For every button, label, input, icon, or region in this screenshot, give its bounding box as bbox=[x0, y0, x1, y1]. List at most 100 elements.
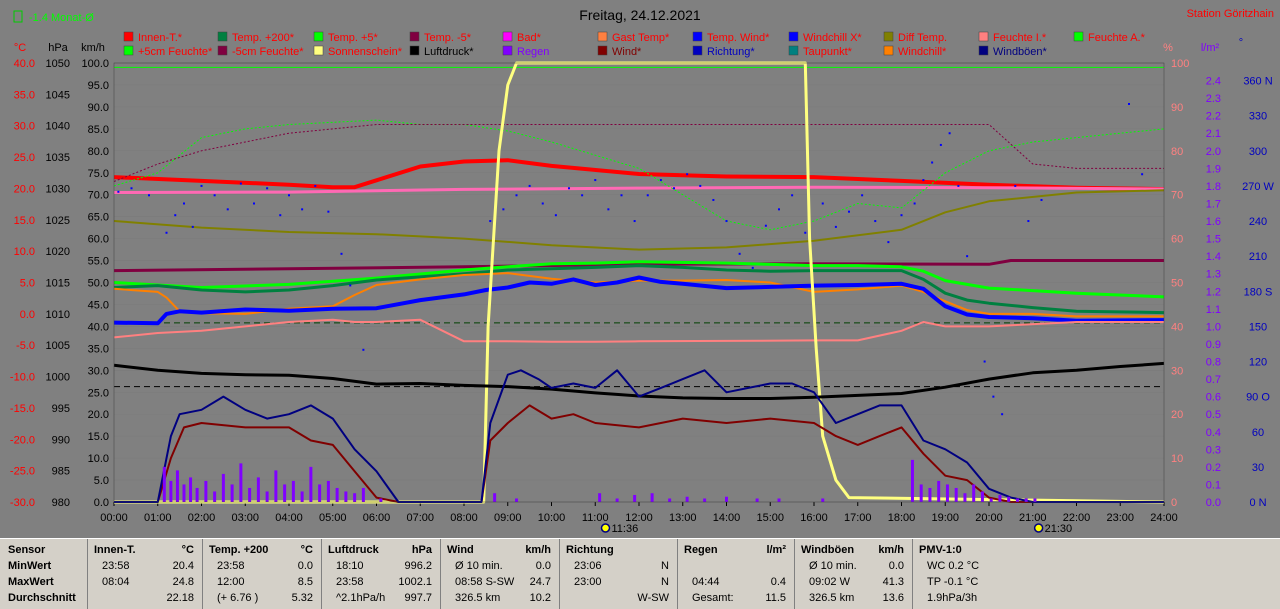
direction-point bbox=[1128, 102, 1130, 105]
y-tick-humidity: 90 bbox=[1171, 102, 1183, 114]
rain-bar bbox=[1007, 496, 1011, 502]
rain-bar bbox=[755, 498, 759, 502]
y-tick-temp: 20.0 bbox=[14, 183, 35, 195]
y-tick-rain: 0.0 bbox=[1206, 497, 1221, 509]
y-tick-humidity: 30 bbox=[1171, 365, 1183, 377]
x-tick-label: 24:00 bbox=[1150, 512, 1178, 524]
y-tick-rain: 2.0 bbox=[1206, 146, 1221, 158]
station-name: Station Göritzhain bbox=[1187, 8, 1274, 20]
stats-cell-value: 24.7 bbox=[529, 576, 551, 588]
y-tick-humidity: 10 bbox=[1171, 453, 1183, 465]
legend-swatch bbox=[788, 31, 799, 42]
legend-swatch bbox=[597, 45, 608, 56]
direction-point bbox=[922, 179, 925, 182]
y-tick-direction: 270 W bbox=[1242, 181, 1274, 193]
legend-swatch bbox=[313, 31, 324, 42]
direction-point bbox=[673, 187, 675, 190]
y-tick-pressure: 1010 bbox=[46, 309, 70, 321]
direction-point bbox=[620, 194, 623, 197]
y-tick-wind: 75.0 bbox=[88, 168, 109, 180]
series-line bbox=[113, 158, 1165, 192]
y-tick-direction: 210 bbox=[1249, 251, 1267, 263]
y-tick-temp: 15.0 bbox=[14, 215, 35, 227]
y-tick-temp: 35.0 bbox=[14, 89, 35, 101]
rain-bar bbox=[213, 491, 217, 502]
direction-point bbox=[900, 214, 903, 217]
rain-bar bbox=[309, 466, 313, 502]
series-line bbox=[113, 189, 1165, 251]
y-tick-rain: 1.6 bbox=[1206, 216, 1221, 228]
rain-bar bbox=[274, 470, 278, 502]
chart-title: Freitag, 24.12.2021 bbox=[579, 7, 701, 23]
stats-cell-value: 0.0 bbox=[535, 560, 551, 572]
y-tick-pressure: 1005 bbox=[46, 340, 70, 352]
y-tick-direction: 90 O bbox=[1246, 392, 1270, 404]
x-tick-label: 23:00 bbox=[1106, 512, 1134, 524]
stats-cell-time: 04:44 bbox=[692, 576, 720, 588]
y-tick-humidity: 20 bbox=[1171, 409, 1183, 421]
direction-point bbox=[279, 214, 282, 217]
legend-label: Temp. Wind* bbox=[707, 32, 770, 44]
y-tick-rain: 1.3 bbox=[1206, 269, 1221, 281]
stats-cell-time: 1.9hPa/3h bbox=[927, 592, 978, 604]
rain-bar bbox=[685, 496, 689, 502]
stats-col: Windböen km/h Ø 10 min. 0.0 09:02 W 41.3 326.5… bbox=[795, 539, 913, 609]
y-tick-pressure: 1000 bbox=[46, 372, 70, 384]
legend-swatch bbox=[978, 31, 989, 42]
legend-swatch bbox=[883, 45, 894, 56]
rain-bar bbox=[189, 477, 193, 502]
direction-point bbox=[165, 231, 168, 234]
y-tick-temp: -20.0 bbox=[10, 434, 35, 446]
y-tick-rain: 2.1 bbox=[1206, 128, 1221, 140]
rain-bar bbox=[777, 498, 781, 502]
stats-cell-value: 0.0 bbox=[888, 560, 904, 572]
x-tick-label: 11:00 bbox=[582, 512, 609, 524]
y-tick-temp: 25.0 bbox=[14, 152, 35, 164]
direction-point bbox=[226, 208, 229, 211]
rain-bar bbox=[326, 480, 330, 502]
sun-marker-label: 21:30 bbox=[1045, 523, 1073, 535]
month-avg-icon bbox=[13, 10, 23, 23]
direction-point bbox=[913, 202, 916, 205]
series-line bbox=[113, 272, 1164, 318]
stats-cell-time: 09:02 W bbox=[809, 576, 850, 588]
y-tick-rain: 0.6 bbox=[1206, 392, 1221, 404]
stats-col: Luftdruck hPa 18:10 996.2 23:58 1002.1 ^2.1hPa… bbox=[322, 539, 441, 609]
stats-col-header: Innen-T. bbox=[94, 544, 136, 556]
weather-chart: Freitag, 24.12.2021 Station Göritzhain -1.… bbox=[10, 7, 1275, 535]
rain-bar bbox=[650, 493, 654, 502]
direction-point bbox=[174, 214, 177, 217]
direction-point bbox=[1027, 220, 1030, 223]
y-tick-wind: 85.0 bbox=[88, 124, 109, 136]
y-tick-wind: 50.0 bbox=[88, 278, 109, 290]
rain-bar bbox=[910, 459, 914, 502]
y-tick-rain: 1.8 bbox=[1206, 181, 1221, 193]
rain-bar bbox=[1015, 498, 1019, 502]
stats-col-sensor: Sensor MinWert MaxWert Durchschnitt bbox=[0, 539, 88, 609]
legend-label: Temp. +200* bbox=[232, 32, 295, 44]
direction-point bbox=[966, 255, 969, 258]
series-line bbox=[113, 318, 1164, 343]
rain-bar bbox=[361, 487, 365, 502]
rain-bar bbox=[335, 487, 339, 502]
legend-label: Richtung* bbox=[707, 46, 755, 58]
rain-bar bbox=[980, 491, 984, 502]
stats-cell-value: 10.2 bbox=[529, 592, 551, 604]
y-tick-rain: 2.3 bbox=[1206, 93, 1221, 105]
y-tick-direction: 150 bbox=[1249, 321, 1267, 333]
stats-cell-time: ^2.1hPa/h bbox=[336, 592, 386, 604]
stats-cell-value: 11.5 bbox=[765, 592, 786, 604]
y-tick-pressure: 985 bbox=[52, 466, 70, 478]
direction-point bbox=[764, 224, 767, 227]
rain-bar bbox=[954, 487, 958, 502]
legend-swatch bbox=[597, 31, 608, 42]
x-tick-label: 00:00 bbox=[100, 512, 128, 524]
direction-point bbox=[515, 194, 518, 197]
stats-cell-time: (+ 6.76 ) bbox=[217, 592, 259, 604]
direction-point bbox=[725, 220, 728, 223]
stats-cell-value: 996.2 bbox=[404, 560, 432, 572]
rain-bar bbox=[493, 493, 497, 502]
stats-col: Richtung 23:06 N 23:00 N W-SW bbox=[560, 539, 678, 609]
legend-label: Temp. +5* bbox=[328, 32, 379, 44]
rain-bar bbox=[379, 498, 383, 502]
